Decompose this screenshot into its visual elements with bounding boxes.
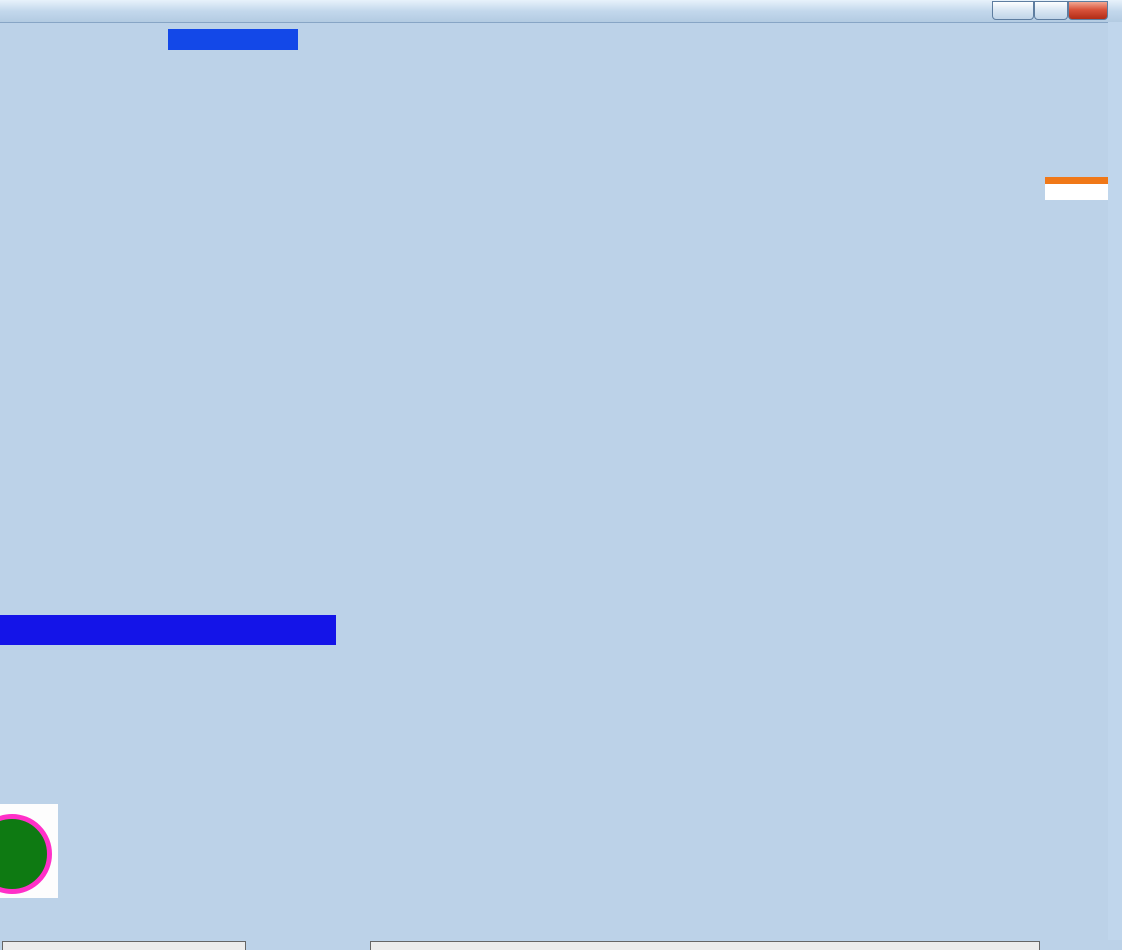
- taskbar-tab-right[interactable]: [370, 941, 1040, 950]
- maximize-button[interactable]: [1034, 1, 1068, 20]
- ask-price-marker: [1045, 177, 1108, 184]
- trade-banner: [0, 615, 336, 645]
- window-right-edge: [1108, 22, 1122, 940]
- session-london-box: [168, 29, 298, 50]
- close-button[interactable]: [1068, 1, 1108, 20]
- taskbar-tab-left[interactable]: [2, 941, 246, 950]
- current-price-box: [1045, 184, 1108, 200]
- minimize-button[interactable]: [992, 1, 1034, 20]
- title-bar: [0, 0, 1122, 23]
